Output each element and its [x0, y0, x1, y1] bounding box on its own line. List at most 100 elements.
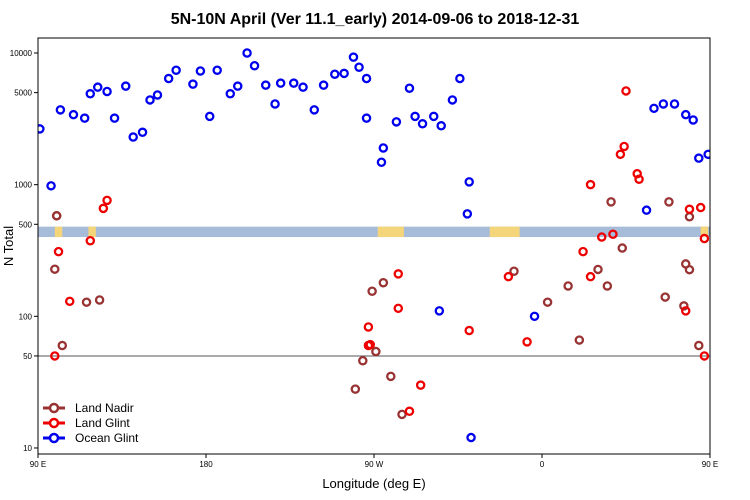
ocean-glint-point: [137, 127, 148, 138]
legend-label: Land Nadir: [75, 401, 134, 415]
ocean-glint-point: [649, 103, 659, 114]
land-nadir-point: [563, 281, 573, 291]
land-glint-point: [102, 195, 112, 206]
land-nadir-point: [94, 295, 105, 305]
ocean-glint-point: [455, 73, 465, 84]
ocean-glint-point: [249, 61, 260, 71]
land-glint-point: [415, 380, 426, 390]
land-nadir-point: [694, 340, 704, 351]
land-glint-point: [716, 246, 723, 253]
y-tick-label: 5000: [14, 89, 32, 98]
land-glint-point: [621, 86, 631, 96]
legend-label: Land Glint: [75, 416, 130, 430]
ocean-glint-point: [716, 131, 723, 138]
y-tick-label: 500: [19, 220, 33, 229]
chart-title: 5N-10N April (Ver 11.1_early) 2014-09-06…: [171, 11, 580, 28]
land-glint-point: [695, 202, 706, 213]
ocean-glint-point: [242, 48, 252, 58]
land-glint-point: [522, 337, 532, 347]
ocean-glint-point: [188, 79, 198, 89]
land-nadir-point: [397, 409, 407, 420]
land-glint-point: [585, 179, 596, 190]
ocean-glint-point: [109, 113, 120, 123]
ocean-glint-point: [55, 105, 66, 115]
y-tick-label: 50: [23, 352, 32, 361]
land-glint-point: [680, 306, 691, 316]
x-tick-label: 90 E: [30, 460, 46, 469]
ocean-glint-point: [128, 132, 138, 142]
ocean-glint-point: [410, 111, 420, 122]
land-glint-point: [619, 141, 629, 152]
land-nadir-point: [542, 297, 553, 307]
legend-marker: [48, 417, 60, 429]
ocean-glint-point: [447, 95, 458, 105]
land-nadir-point: [606, 197, 616, 207]
ocean-glint-point: [212, 65, 222, 75]
ocean-glint-point: [404, 83, 415, 93]
land-glint-point: [615, 149, 626, 160]
land-glint-point: [736, 197, 743, 204]
land-glint-point: [363, 340, 374, 351]
legend-marker: [48, 402, 60, 414]
land-glint-point: [596, 232, 607, 242]
y-tick-label: 1000: [14, 181, 32, 190]
x-axis: 90 E 180 90 W 0 90 E: [30, 454, 718, 469]
land-nadir-point: [734, 293, 741, 300]
ocean-glint-point: [92, 82, 103, 92]
legend-label: Ocean Glint: [75, 431, 139, 445]
land-glint-point: [85, 235, 96, 246]
ocean-glint-point: [641, 205, 652, 215]
ocean-glint-point: [658, 99, 669, 109]
legend-marker: [48, 432, 60, 444]
ocean-glint-point: [694, 153, 704, 163]
y-axis-label: N Total: [1, 226, 16, 266]
land-nadir-point: [358, 355, 368, 366]
land-nadir-point: [378, 277, 389, 288]
land-glint-point: [585, 271, 596, 282]
y-tick-label: 10000: [10, 49, 33, 58]
ocean-glint-point: [462, 209, 473, 219]
land-glint-point: [634, 174, 644, 184]
land-nadir-point: [593, 264, 603, 275]
land-glint-point: [699, 351, 710, 361]
y-tick-label: 100: [19, 312, 33, 321]
ocean-glint-point: [464, 177, 474, 187]
land-glint-point: [393, 303, 404, 314]
ocean-glint-point: [529, 311, 540, 322]
ocean-glint-point: [68, 109, 79, 120]
land-nadir-point: [602, 281, 613, 291]
data-points: [38, 48, 743, 443]
land-segment: [88, 226, 96, 238]
land-glint-point: [404, 406, 415, 417]
land-glint-point: [699, 233, 710, 244]
land-segment: [700, 226, 709, 238]
land-glint-point: [734, 204, 741, 211]
land-nadir-point: [660, 292, 670, 302]
land-nadir-point: [81, 297, 92, 307]
ocean-glint-point: [391, 117, 402, 127]
x-tick-label: 180: [199, 460, 213, 469]
ocean-glint-point: [330, 69, 340, 79]
land-nadir-point: [367, 286, 377, 297]
ocean-glint-point: [171, 65, 181, 75]
ocean-glint-point: [232, 81, 243, 91]
ocean-glint-point: [204, 111, 215, 122]
ocean-glint-point: [318, 80, 329, 90]
land-nadir-point: [371, 346, 381, 357]
land-segment: [712, 227, 716, 237]
land-glint-point: [718, 298, 725, 305]
ocean-glint-point: [79, 113, 90, 123]
land-nadir-point: [679, 301, 689, 311]
land-glint-point: [464, 325, 474, 336]
ocean-glint-point: [163, 73, 174, 84]
ocean-glint-point: [288, 78, 299, 88]
ocean-glint-point: [727, 182, 734, 189]
ocean-glint-point: [354, 62, 364, 72]
land-glint-point: [50, 351, 60, 361]
ocean-glint-point: [688, 115, 698, 125]
land-nadir-point: [684, 264, 695, 275]
ocean-glint-point: [680, 109, 691, 120]
ocean-glint-point: [152, 90, 163, 100]
